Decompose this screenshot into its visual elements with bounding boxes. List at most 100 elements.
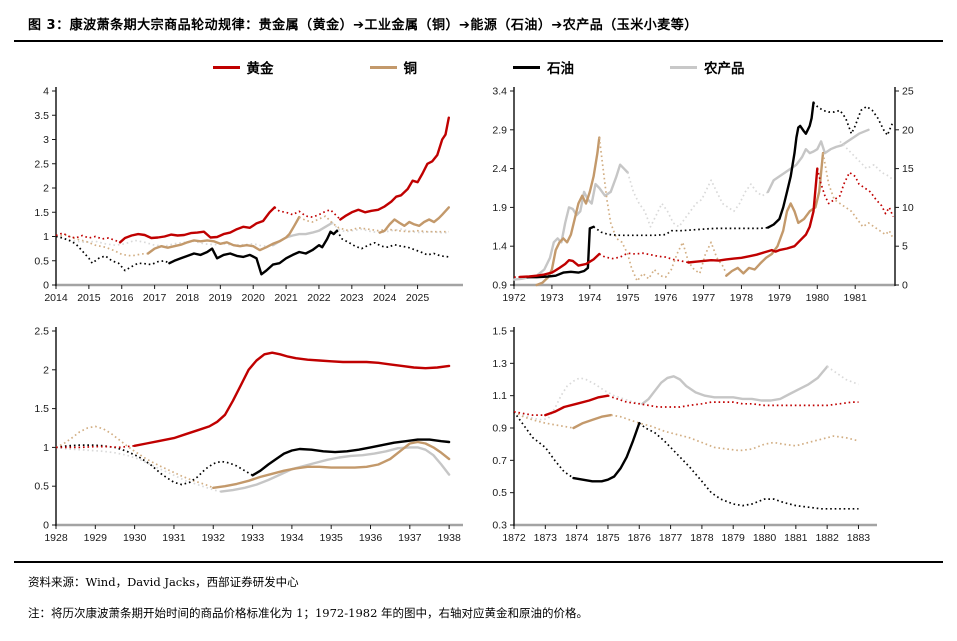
svg-text:0: 0 (43, 520, 49, 532)
svg-text:1.1: 1.1 (492, 390, 507, 402)
svg-text:1875: 1875 (596, 532, 620, 544)
svg-text:2019: 2019 (209, 292, 233, 304)
figure-page: 图 3：康波萧条期大宗商品轮动规律：贵金属（黄金）➔工业金属（铜）➔能源（石油）… (14, 18, 943, 620)
svg-text:1.5: 1.5 (34, 403, 49, 415)
svg-text:4: 4 (43, 86, 49, 98)
svg-text:2.9: 2.9 (492, 124, 507, 136)
svg-text:0.3: 0.3 (492, 520, 507, 532)
svg-text:1978: 1978 (730, 292, 754, 304)
svg-text:1975: 1975 (616, 292, 640, 304)
svg-text:2018: 2018 (176, 292, 200, 304)
svg-text:20: 20 (902, 124, 914, 136)
chart-1872-1883-plot: 0.3 0.5 0.7 0.9 1.1 1.3 1.5 1872 1873 1874 1875 187… (492, 326, 877, 544)
svg-text:2: 2 (43, 183, 49, 195)
title-divider (14, 40, 943, 42)
svg-text:1.5: 1.5 (34, 207, 49, 219)
legend: 黄金 铜 石油 农产品 (14, 55, 943, 79)
legend-label-oil: 石油 (547, 61, 574, 77)
svg-text:1881: 1881 (784, 532, 808, 544)
svg-text:1974: 1974 (578, 292, 602, 304)
svg-text:1874: 1874 (565, 532, 589, 544)
svg-text:0.5: 0.5 (34, 255, 49, 267)
chart-1972-1982: 0.9 1.4 1.9 2.4 2.9 3.4 0 5 10 15 20 25 1972 1973 1974… (488, 83, 943, 311)
svg-text:2015: 2015 (77, 292, 101, 304)
legend-label-copper: 铜 (403, 61, 418, 77)
svg-text:1938: 1938 (437, 532, 461, 544)
legend-label-agri: 农产品 (704, 61, 745, 77)
svg-text:5: 5 (902, 241, 908, 253)
svg-text:1937: 1937 (398, 532, 422, 544)
svg-text:1932: 1932 (202, 532, 226, 544)
svg-text:1882: 1882 (815, 532, 839, 544)
svg-text:1933: 1933 (241, 532, 265, 544)
svg-text:1935: 1935 (320, 532, 344, 544)
svg-text:1929: 1929 (84, 532, 108, 544)
svg-text:1.3: 1.3 (492, 358, 507, 370)
svg-text:1934: 1934 (280, 532, 304, 544)
legend-item-gold: 黄金 (212, 57, 274, 77)
svg-text:1: 1 (43, 442, 49, 454)
svg-text:2.5: 2.5 (34, 326, 49, 338)
legend-item-copper: 铜 (369, 57, 418, 77)
svg-text:1879: 1879 (722, 532, 746, 544)
legend-item-oil: 石油 (513, 57, 574, 77)
svg-text:1872: 1872 (502, 532, 526, 544)
svg-text:1.4: 1.4 (492, 241, 507, 253)
svg-text:1883: 1883 (847, 532, 871, 544)
chart-1928-1938: 0 0.5 1 1.5 2 2.5 1928 1929 1930 1931 1932 1933 1934… (14, 323, 469, 551)
svg-text:0.5: 0.5 (492, 487, 507, 499)
svg-text:2.5: 2.5 (34, 158, 49, 170)
svg-text:1.9: 1.9 (492, 202, 507, 214)
svg-text:1873: 1873 (534, 532, 558, 544)
svg-text:2: 2 (43, 364, 49, 376)
figure-title: 图 3：康波萧条期大宗商品轮动规律：贵金属（黄金）➔工业金属（铜）➔能源（石油）… (28, 18, 698, 33)
svg-text:1878: 1878 (690, 532, 714, 544)
svg-text:1: 1 (43, 231, 49, 243)
svg-text:2024: 2024 (373, 292, 397, 304)
svg-text:1976: 1976 (654, 292, 678, 304)
svg-text:2025: 2025 (406, 292, 430, 304)
svg-text:1980: 1980 (806, 292, 830, 304)
copper-line-swatch-icon (369, 65, 397, 69)
svg-text:0.5: 0.5 (34, 481, 49, 493)
chart-2014-2025-plot: 0 0.5 1 1.5 2 2.5 3 3.5 4 2014 2015 2016 2017 2018 201… (34, 86, 463, 304)
svg-text:0: 0 (43, 280, 49, 292)
svg-text:1.5: 1.5 (492, 326, 507, 338)
legend-item-agri: 农产品 (670, 57, 745, 77)
svg-text:1979: 1979 (768, 292, 792, 304)
svg-text:25: 25 (902, 86, 914, 98)
svg-text:10: 10 (902, 202, 914, 214)
svg-text:2022: 2022 (307, 292, 331, 304)
gold-line-swatch-icon (212, 65, 240, 69)
svg-text:1876: 1876 (628, 532, 652, 544)
svg-text:0.9: 0.9 (492, 423, 507, 435)
oil-line-swatch-icon (513, 65, 540, 69)
svg-text:15: 15 (902, 163, 914, 175)
svg-text:1973: 1973 (540, 292, 564, 304)
charts-grid: 0 0.5 1 1.5 2 2.5 3 3.5 4 2014 2015 2016 2017 2018 201… (14, 83, 943, 551)
svg-text:1936: 1936 (359, 532, 383, 544)
svg-text:3.5: 3.5 (34, 110, 49, 122)
svg-text:2023: 2023 (340, 292, 364, 304)
source-text: 资料来源：Wind，David Jacks，西部证券研发中心 (28, 575, 299, 589)
svg-text:2014: 2014 (44, 292, 68, 304)
svg-text:2020: 2020 (242, 292, 266, 304)
svg-text:1977: 1977 (692, 292, 716, 304)
svg-text:1981: 1981 (844, 292, 868, 304)
svg-text:3: 3 (43, 134, 49, 146)
svg-text:0: 0 (902, 280, 908, 292)
svg-text:2.4: 2.4 (492, 163, 507, 175)
svg-text:1931: 1931 (162, 532, 186, 544)
svg-text:2021: 2021 (274, 292, 298, 304)
svg-text:2017: 2017 (143, 292, 167, 304)
svg-text:1877: 1877 (659, 532, 683, 544)
svg-text:1880: 1880 (753, 532, 777, 544)
svg-text:1930: 1930 (123, 532, 147, 544)
chart-1872-1883: 0.3 0.5 0.7 0.9 1.1 1.3 1.5 1872 1873 1874 1875 187… (488, 323, 943, 551)
svg-text:3.4: 3.4 (492, 86, 507, 98)
svg-text:2016: 2016 (110, 292, 134, 304)
note-text: 注：将历次康波萧条期开始时间的商品价格标准化为 1；1972-1982 年的图中… (28, 606, 589, 620)
svg-text:0.9: 0.9 (492, 280, 507, 292)
chart-2014-2025: 0 0.5 1 1.5 2 2.5 3 3.5 4 2014 2015 2016 2017 2018 201… (14, 83, 469, 311)
chart-1972-1982-plot: 0.9 1.4 1.9 2.4 2.9 3.4 0 5 10 15 20 25 1972 1973 1974… (492, 86, 914, 305)
